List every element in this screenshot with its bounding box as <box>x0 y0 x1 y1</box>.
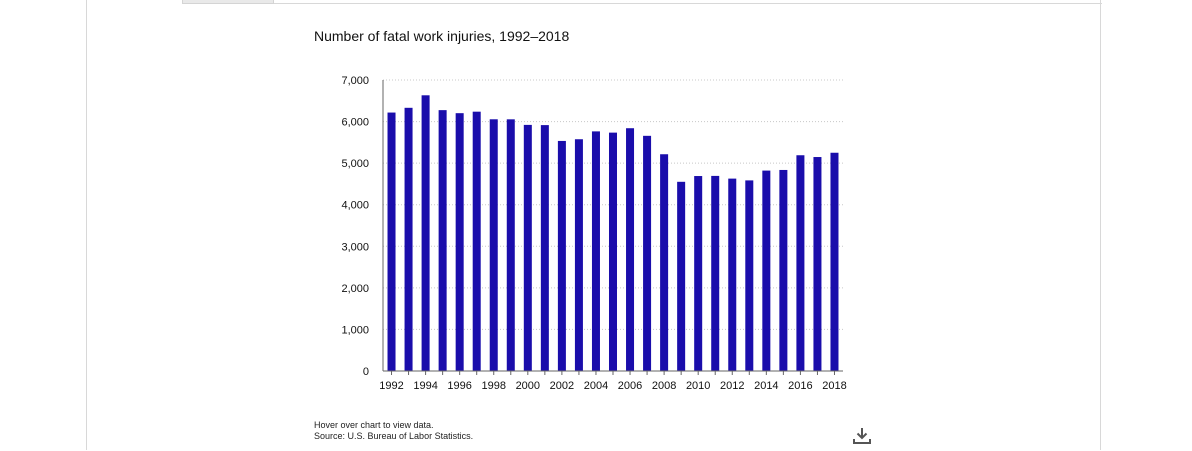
bar-2013[interactable]: 2013: 4585 <box>745 180 754 371</box>
bar-2010[interactable]: 2010: 4690 <box>694 176 703 371</box>
bar-1994[interactable]: 1994: 6632 <box>421 95 430 372</box>
bar-1998[interactable]: 1998: 6055 <box>489 119 498 371</box>
bar-1996[interactable]: 1996: 6202 <box>455 113 464 371</box>
bar-1997[interactable]: 1997: 6238 <box>472 111 481 371</box>
y-tick-label: 2,000 <box>341 283 369 295</box>
x-tick-label: 1994 <box>413 380 437 392</box>
x-axis-ticks: 1992 1994 1996 1998 2000 2002 2004 2006 2008 2010… <box>379 371 847 392</box>
y-tick-label: 1,000 <box>341 324 369 336</box>
bar-2006[interactable]: 2006: 5840 <box>626 128 635 371</box>
x-tick-label: 2006 <box>618 380 642 392</box>
bar-1999[interactable]: 1999: 6054 <box>506 119 515 371</box>
y-tick-label: 0 <box>363 366 369 378</box>
bar-2004[interactable]: 2004: 5764 <box>591 131 600 371</box>
x-tick-label: 2012 <box>720 380 744 392</box>
y-tick-label: 5,000 <box>341 158 369 170</box>
bar-2002[interactable]: 2002: 5534 <box>557 140 566 371</box>
bar-2000[interactable]: 2000: 5920 <box>523 124 532 371</box>
x-tick-label: 1992 <box>379 380 403 392</box>
x-tick-label: 1996 <box>447 380 471 392</box>
y-tick-label: 4,000 <box>341 200 369 212</box>
bar-2015[interactable]: 2015: 4836 <box>779 169 788 371</box>
bar-2005[interactable]: 2005: 5734 <box>608 132 618 371</box>
x-tick-label: 1998 <box>481 380 505 392</box>
bar-2018[interactable]: 2018: 5250 <box>830 152 839 371</box>
tab-divider <box>182 3 1102 4</box>
download-button[interactable] <box>851 426 873 446</box>
x-tick-label: 2014 <box>754 380 778 392</box>
x-tick-label: 2010 <box>686 380 710 392</box>
download-icon <box>853 428 871 444</box>
bar-1992[interactable]: 1992: 6217 <box>387 112 396 372</box>
y-axis-ticks: 0 1,000 2,000 3,000 4,000 5,000 6,000 7,000 <box>341 75 369 378</box>
chart-panel <box>86 0 1101 450</box>
bar-2007[interactable]: 2007: 5657 <box>643 135 652 371</box>
bar-2017[interactable]: 2017: 5147 <box>813 157 822 371</box>
x-tick-label: 2016 <box>788 380 812 392</box>
bar-1995[interactable]: 1995: 6275 <box>438 110 447 371</box>
x-tick-label: 2000 <box>516 380 540 392</box>
x-tick-label: 2004 <box>584 380 608 392</box>
bar-2001[interactable]: 2001: 5915 <box>540 125 549 371</box>
bar-2008[interactable]: 2008: 5214 <box>660 154 669 371</box>
bar-2009[interactable]: 2009: 4551 <box>677 181 686 371</box>
y-tick-label: 7,000 <box>341 75 369 87</box>
hover-note: Hover over chart to view data. <box>314 420 434 430</box>
y-tick-label: 3,000 <box>341 241 369 253</box>
x-tick-label: 2008 <box>652 380 676 392</box>
chart-title: Number of fatal work injuries, 1992–2018 <box>314 28 570 44</box>
bar-2012[interactable]: 2012: 4628 <box>728 178 737 371</box>
bars[interactable]: 1992: 6217 1993: 6331 1994: 6632 1995: 6275… <box>387 95 839 372</box>
x-tick-label: 2018 <box>822 380 846 392</box>
tab-data[interactable] <box>182 0 274 4</box>
x-tick-label: 2002 <box>550 380 574 392</box>
bar-2016[interactable]: 2016: 5190 <box>796 155 805 371</box>
bar-1993[interactable]: 1993: 6331 <box>404 107 413 372</box>
bar-2014[interactable]: 2014: 4821 <box>762 170 771 371</box>
y-tick-label: 6,000 <box>341 117 369 129</box>
bar-2011[interactable]: 2011: 4693 <box>711 175 720 371</box>
bar-2003[interactable]: 2003: 5575 <box>574 139 583 371</box>
source-note: Source: U.S. Bureau of Labor Statistics. <box>314 431 474 441</box>
